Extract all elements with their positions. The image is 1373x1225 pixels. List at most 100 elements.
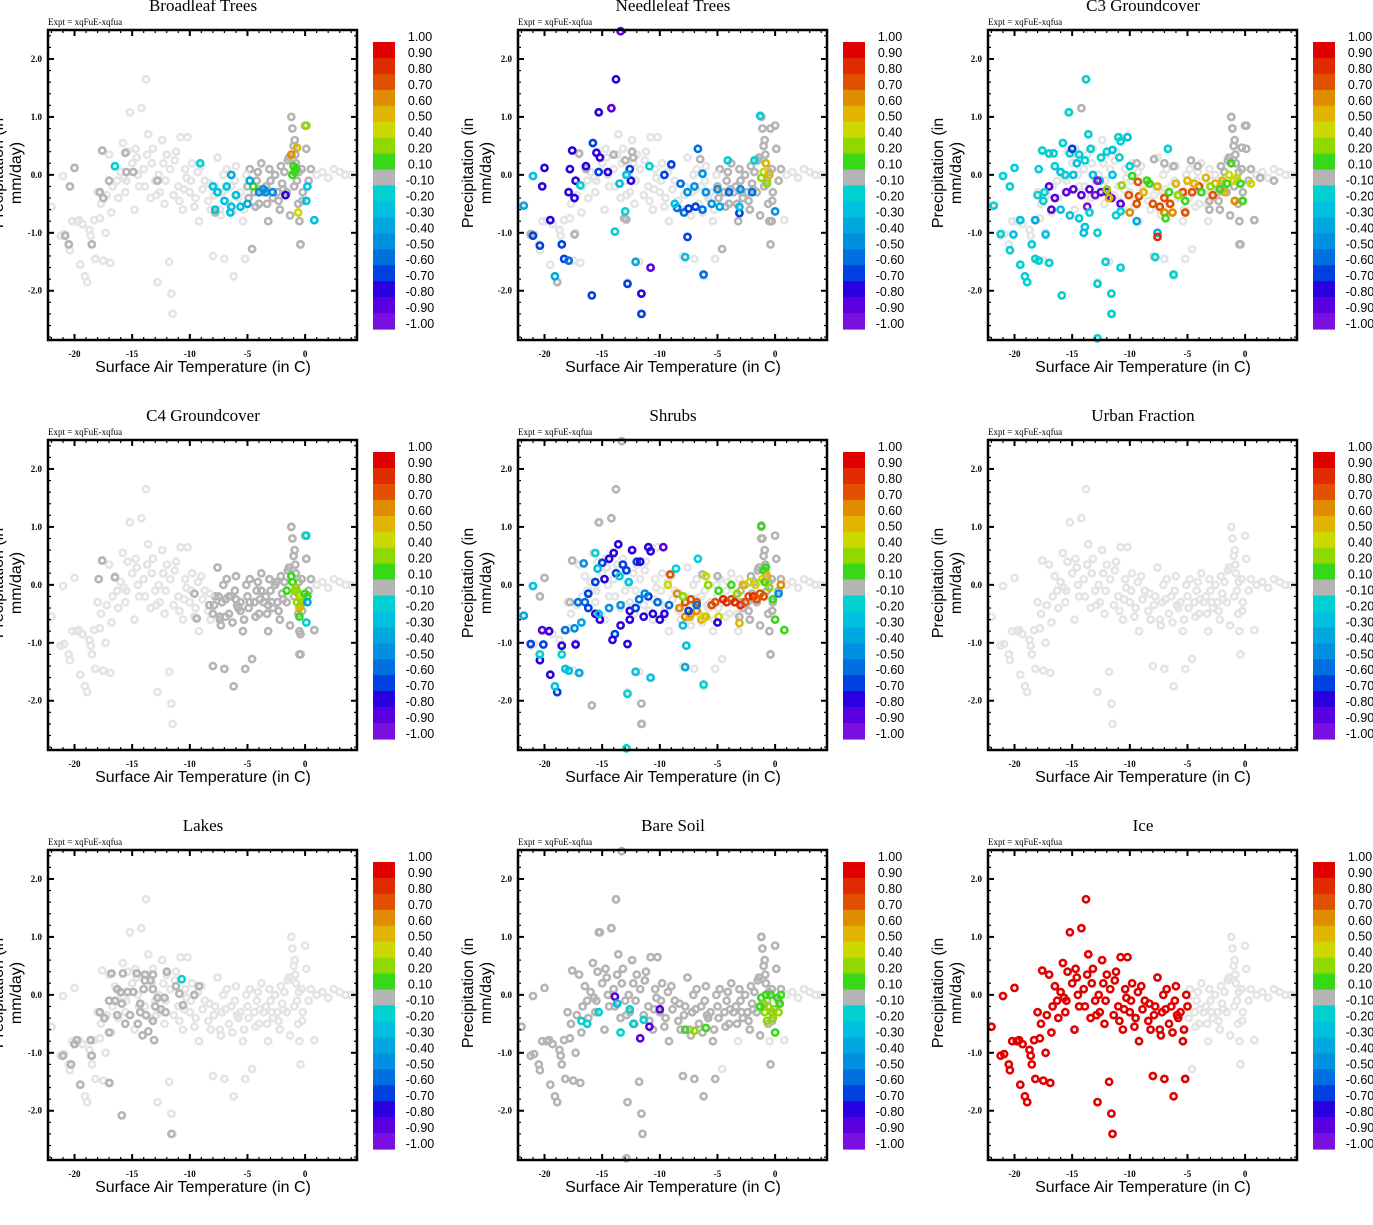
data-point — [771, 964, 781, 974]
data-point — [239, 615, 249, 624]
data-point — [606, 923, 616, 933]
data-point — [139, 164, 149, 174]
data-point — [611, 894, 621, 904]
colorbar-label: -0.80 — [876, 1105, 905, 1119]
colorbar-label: -0.30 — [1346, 1025, 1373, 1039]
data-point — [651, 583, 661, 593]
data-point — [1226, 158, 1236, 168]
colorbar-band — [373, 531, 395, 549]
data-point — [659, 1022, 669, 1032]
experiment-label: Expt = xqFuE-xqfua — [48, 427, 123, 437]
colorbar-label: 0.40 — [408, 126, 432, 140]
colorbar-band — [373, 1021, 395, 1038]
colorbar-label: -0.90 — [406, 1121, 435, 1135]
colorbar-label: 0.70 — [878, 488, 902, 502]
data-point — [713, 184, 722, 194]
x-tick-label: -20 — [1009, 1169, 1021, 1179]
colorbar-band — [373, 89, 395, 107]
data-point — [158, 568, 168, 578]
data-point — [1159, 664, 1169, 674]
data-point — [1047, 205, 1056, 214]
data-point — [238, 1036, 248, 1046]
data-point — [1249, 1035, 1259, 1045]
data-point — [275, 615, 285, 624]
data-point — [136, 513, 146, 523]
data-point — [603, 167, 613, 177]
data-point — [231, 594, 241, 604]
plot-frame — [46, 438, 359, 752]
data-point — [1105, 574, 1115, 584]
data-point — [1238, 597, 1248, 607]
data-point — [1227, 944, 1237, 953]
data-point — [1187, 187, 1197, 197]
data-point — [1180, 254, 1190, 264]
colorbar-band — [843, 1037, 865, 1054]
data-point — [590, 597, 600, 607]
y-tick-label: -1.0 — [498, 1048, 513, 1058]
data-point — [251, 612, 260, 622]
data-point — [161, 176, 170, 186]
data-point — [1161, 1004, 1170, 1014]
data-point — [560, 1074, 570, 1084]
data-point — [689, 1074, 699, 1084]
data-point — [717, 244, 727, 254]
data-point — [283, 155, 293, 165]
colorbar-band — [1313, 281, 1335, 298]
colorbar-label: -0.60 — [876, 1073, 905, 1087]
data-point — [1127, 978, 1137, 988]
y-tick-label: -2.0 — [28, 1106, 43, 1116]
data-point — [1050, 571, 1060, 581]
colorbar-label: -0.70 — [1346, 1089, 1373, 1103]
data-point — [1164, 1019, 1174, 1029]
data-point — [1184, 1013, 1193, 1023]
data-point — [1093, 228, 1102, 238]
data-point — [210, 205, 220, 214]
colorbar-label: -0.80 — [1346, 695, 1373, 709]
data-point — [87, 239, 97, 249]
data-point — [683, 973, 692, 982]
colorbar-band — [373, 137, 395, 155]
colorbar-label: -0.60 — [876, 253, 905, 267]
y-tick-label: 0.0 — [501, 170, 513, 180]
colorbar-label: 0.50 — [1348, 520, 1372, 534]
colorbar-label: -0.10 — [1346, 584, 1373, 598]
x-tick-label: -5 — [1184, 1169, 1192, 1179]
data-point — [711, 170, 721, 180]
data-point — [118, 958, 128, 968]
data-point — [1009, 230, 1018, 239]
data-point — [683, 563, 692, 572]
data-point — [1246, 984, 1256, 994]
data-point — [1131, 603, 1140, 613]
x-tick-label: 0 — [1243, 759, 1248, 769]
data-point — [766, 124, 775, 133]
data-point — [162, 967, 172, 977]
data-point — [700, 996, 710, 1006]
data-point — [219, 196, 229, 206]
data-point — [617, 978, 627, 988]
x-tick-label: -15 — [596, 349, 608, 359]
data-point — [252, 996, 262, 1006]
data-point — [1036, 609, 1046, 619]
data-point — [140, 181, 150, 191]
data-point — [1183, 1001, 1192, 1011]
colorbar-band — [843, 281, 865, 298]
data-point — [567, 146, 577, 155]
data-point — [251, 1022, 260, 1032]
data-point — [117, 999, 127, 1008]
data-point — [142, 150, 152, 159]
data-point — [723, 155, 733, 165]
data-point — [1065, 210, 1075, 220]
colorbar-band — [373, 1133, 395, 1150]
data-point — [1178, 626, 1188, 636]
data-point — [1096, 153, 1106, 162]
colorbar-band — [373, 643, 395, 660]
data-point — [575, 1078, 585, 1088]
data-point — [317, 987, 327, 997]
colorbar-band — [1313, 675, 1335, 692]
data-point — [680, 252, 690, 262]
data-point — [1230, 545, 1240, 555]
x-tick-label: -10 — [654, 349, 666, 359]
data-point — [283, 975, 293, 985]
data-point — [1035, 1033, 1045, 1043]
data-point — [230, 996, 240, 1006]
